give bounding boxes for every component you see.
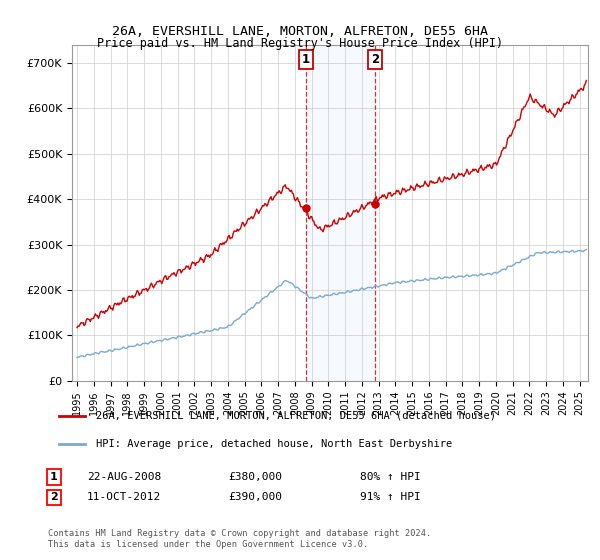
Text: 26A, EVERSHILL LANE, MORTON, ALFRETON, DE55 6HA (detached house): 26A, EVERSHILL LANE, MORTON, ALFRETON, D…: [95, 410, 496, 421]
Text: 2: 2: [50, 492, 58, 502]
Text: 26A, EVERSHILL LANE, MORTON, ALFRETON, DE55 6HA: 26A, EVERSHILL LANE, MORTON, ALFRETON, D…: [112, 25, 488, 38]
Text: HPI: Average price, detached house, North East Derbyshire: HPI: Average price, detached house, Nort…: [95, 439, 452, 449]
Text: 11-OCT-2012: 11-OCT-2012: [87, 492, 161, 502]
Text: £380,000: £380,000: [228, 472, 282, 482]
Text: 1: 1: [50, 472, 58, 482]
Text: 1: 1: [301, 53, 310, 67]
Text: 91% ↑ HPI: 91% ↑ HPI: [360, 492, 421, 502]
Text: 80% ↑ HPI: 80% ↑ HPI: [360, 472, 421, 482]
Bar: [305, 45, 375, 381]
Text: £390,000: £390,000: [228, 492, 282, 502]
Text: Price paid vs. HM Land Registry's House Price Index (HPI): Price paid vs. HM Land Registry's House …: [97, 37, 503, 50]
Text: 22-AUG-2008: 22-AUG-2008: [87, 472, 161, 482]
Text: Contains HM Land Registry data © Crown copyright and database right 2024.
This d: Contains HM Land Registry data © Crown c…: [48, 529, 431, 549]
Text: 2: 2: [371, 53, 379, 67]
